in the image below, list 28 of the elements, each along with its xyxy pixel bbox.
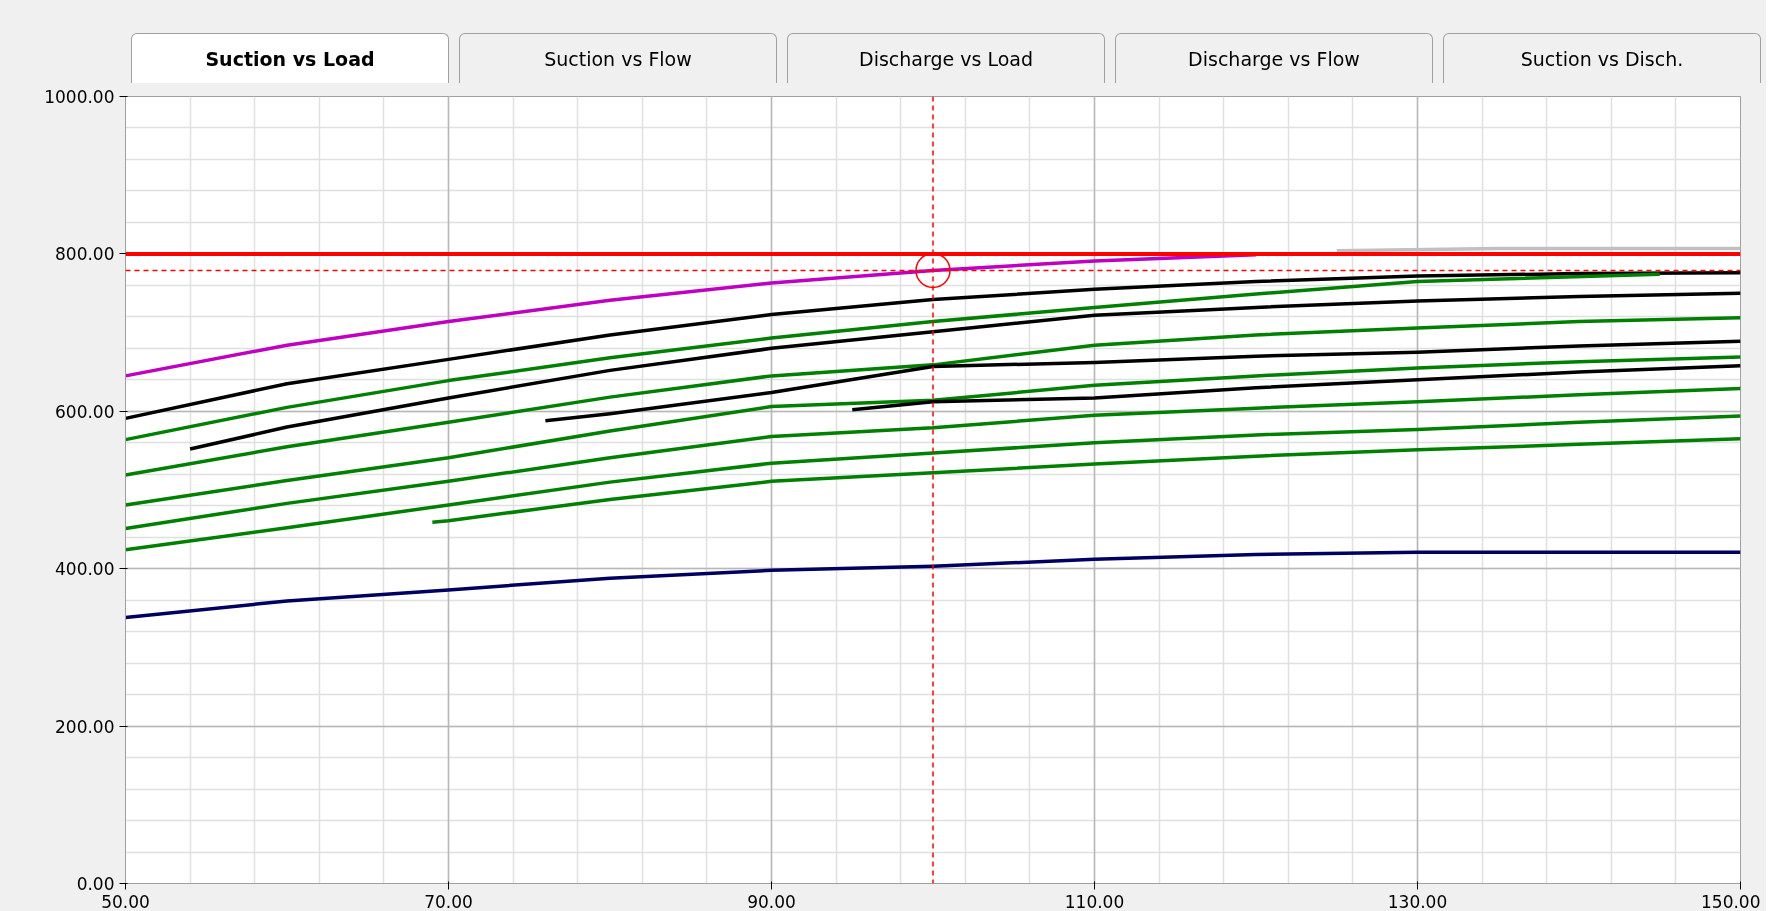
text: Discharge vs Load [859,47,1033,72]
y-tick-label: 600.00 [55,401,115,422]
line-series [125,355,1741,507]
text: Suction vs Flow [544,47,692,72]
y-tick-label: 200.00 [55,716,115,737]
y-tick-label: 400.00 [55,559,115,580]
line-series [125,271,1741,421]
x-tick-label: 130.00 [1387,891,1448,911]
y-tick-label: 0.00 [76,874,115,894]
x-tick-label: 90.00 [747,891,796,911]
line-series [188,291,1741,451]
x-tick-label: 110.00 [1064,891,1125,911]
line-series [125,315,1741,477]
text: Suction vs Disch. [1520,47,1684,72]
text: Suction vs Load [205,47,375,72]
x-tick-label: 70.00 [424,891,473,911]
y-tick-label: 1000.00 [44,87,115,107]
line-series [125,272,1662,442]
line-series [125,550,1741,620]
x-tick-label: 150.00 [1701,891,1761,911]
line-series [430,437,1741,525]
text: Discharge vs Flow [1188,47,1360,72]
x-tick-label: 50.00 [101,891,150,911]
line-series [850,363,1741,412]
line-series [543,339,1741,423]
line-series [125,386,1741,531]
y-tick-label: 800.00 [55,244,115,265]
line-series [125,414,1741,552]
